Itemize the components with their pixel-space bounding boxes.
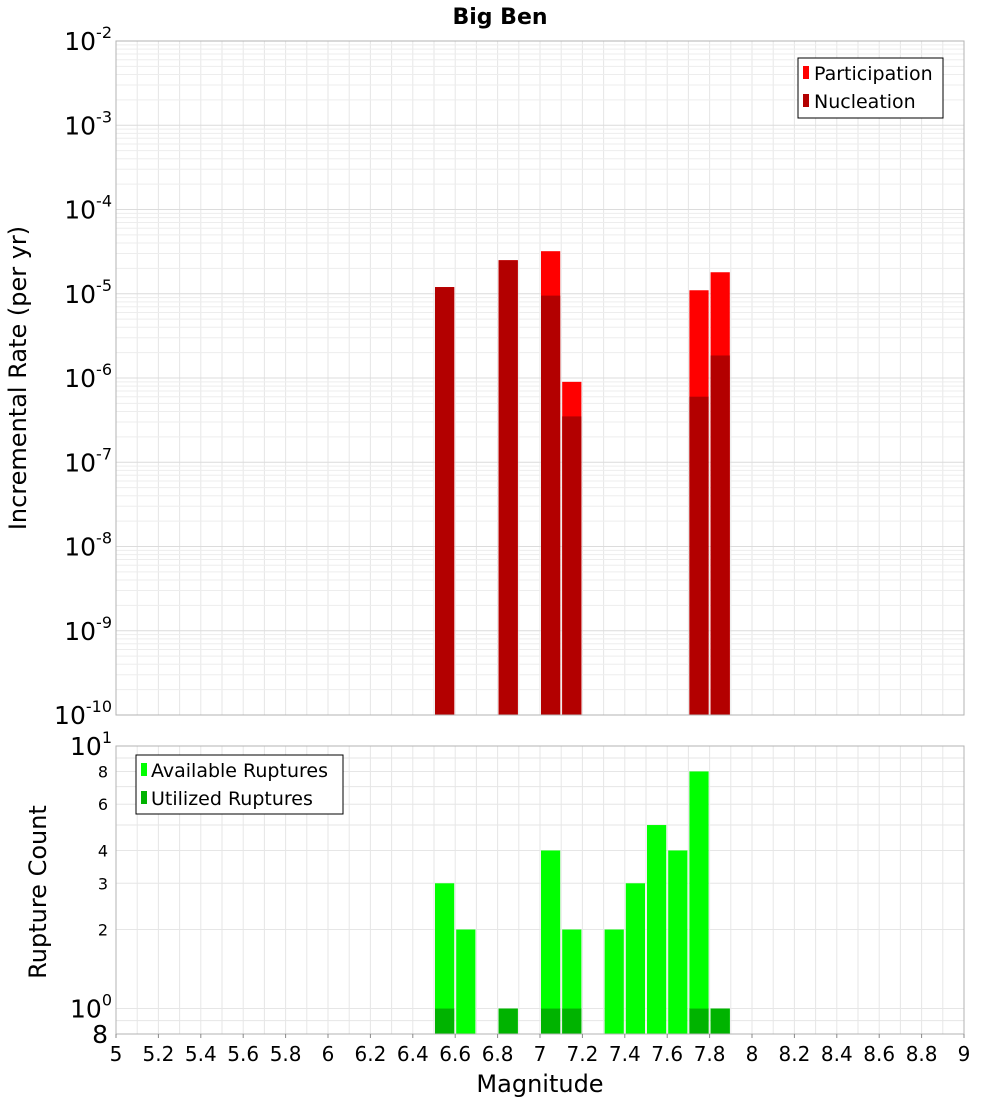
y-tick-label: 4 [98,841,108,860]
x-tick-label: 5.2 [142,1042,174,1066]
x-tick-label: 7.6 [651,1042,683,1066]
y-axis-label-rate: Incremental Rate (per yr) [4,226,32,530]
x-tick-label: 7.4 [609,1042,641,1066]
y-tick-label: 8 [92,1020,108,1049]
legend-swatch [141,791,147,804]
y-tick-label: 3 [98,874,108,893]
x-tick-label: 7.8 [694,1042,726,1066]
x-tick-label: 5.6 [227,1042,259,1066]
nucleation-bar [435,287,455,715]
legend-label: Nucleation [814,91,916,113]
available-bar [668,850,688,1034]
x-tick-label: 6 [322,1042,335,1066]
nucleation-bar [710,355,730,715]
x-axis-label: Magnitude [476,1070,603,1098]
rate-panel: 10-2 10-3 10-4 10-5 10-6 10-7 10-8 10-9 10-10 Inc… [4,23,965,730]
nucleation-bar [689,396,709,715]
x-tick-label: 6.4 [397,1042,429,1066]
y-tick-label: 10-6 [64,360,112,393]
x-axis-ticks: 5 5.2 5.4 5.6 5.8 6 6.2 6.4 6.6 6.8 7 7.2 7.4 7.6 7.8 8… [110,1034,971,1066]
legend-swatch [803,94,809,107]
legend-count: Available Ruptures Utilized Ruptures [135,754,344,815]
available-bar [456,929,476,1034]
y-tick-label: 10-3 [64,107,112,140]
x-tick-label: 6.6 [439,1042,471,1066]
x-tick-label: 8 [746,1042,759,1066]
y-tick-label: 101 [70,728,112,761]
nucleation-bar [562,416,582,715]
legend-box [135,754,344,815]
legend-swatch [803,66,809,79]
x-tick-label: 8.4 [821,1042,853,1066]
y-tick-label: 10-10 [54,697,112,730]
x-tick-label: 5.4 [185,1042,217,1066]
y-tick-label: 2 [98,921,108,940]
y-tick-label: 10-9 [64,613,112,646]
x-tick-label: 6.2 [354,1042,386,1066]
y-axis-label-count: Rupture Count [24,805,52,979]
utilized-bar [710,1008,730,1034]
nucleation-bar [541,295,561,715]
available-bar [689,771,709,1034]
y-tick-label: 10-7 [64,444,112,477]
x-tick-label: 5 [110,1042,123,1066]
x-tick-label: 5.8 [270,1042,302,1066]
available-bar [647,825,667,1034]
y-tick-label: 6 [98,795,108,814]
x-tick-label: 8.6 [863,1042,895,1066]
plot-border [115,40,965,716]
utilized-bar [435,1008,455,1034]
utilized-bar [689,1008,709,1034]
available-bar [604,929,624,1034]
y-tick-label: 8 [98,762,108,781]
chart-title: Big Ben [452,5,547,30]
x-tick-label: 8.8 [906,1042,938,1066]
available-bar [562,929,582,1034]
legend-swatch [141,763,147,776]
utilized-bar [498,1008,518,1034]
y-tick-label: 10-4 [64,192,112,225]
legend-label: Available Ruptures [151,760,328,782]
x-tick-label: 6.8 [482,1042,514,1066]
x-tick-label: 7.2 [566,1042,598,1066]
y-tick-label: 10-8 [64,529,112,562]
legend-box [797,57,944,119]
y-tick-label: 10-2 [64,23,112,56]
available-bar [541,850,561,1034]
y-tick-label: 10-5 [64,276,112,309]
available-bar [435,883,455,1034]
y-tick-label: 100 [70,991,112,1024]
legend-label: Utilized Ruptures [151,788,313,810]
legend-label: Participation [814,63,933,85]
legend-rate: Participation Nucleation [797,57,944,119]
x-tick-label: 7 [534,1042,547,1066]
utilized-bar [541,1008,561,1034]
available-bar [625,883,645,1034]
nucleation-bar [498,260,518,715]
utilized-bar [562,1008,582,1034]
x-tick-label: 8.2 [778,1042,810,1066]
x-tick-label: 9 [958,1042,971,1066]
